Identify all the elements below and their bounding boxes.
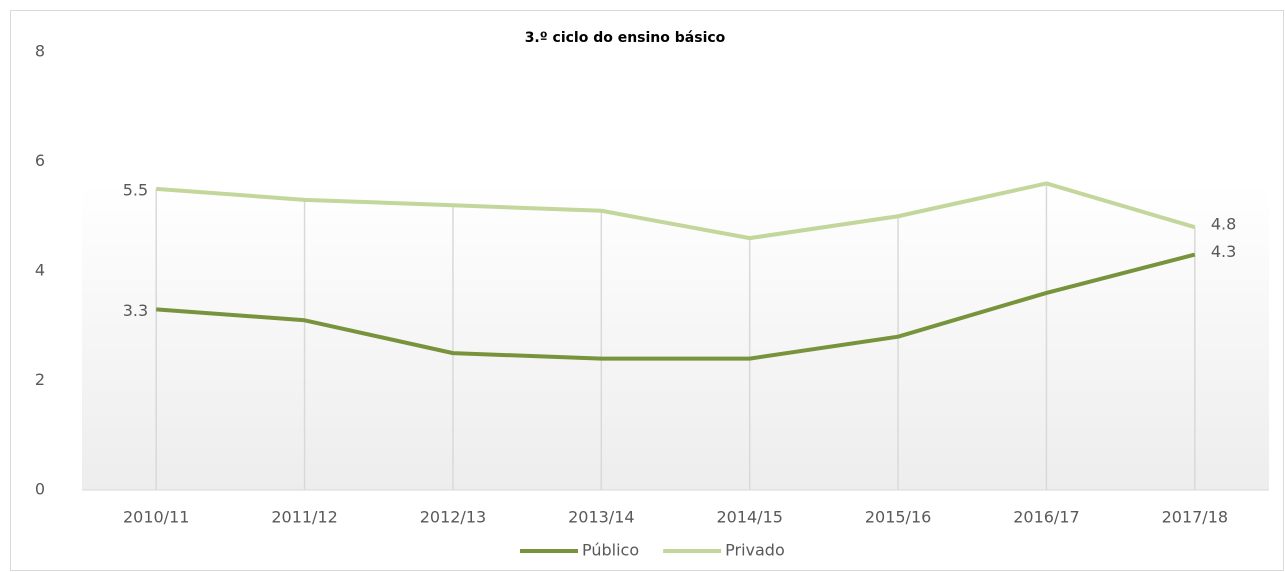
data-label: 3.3 <box>123 301 148 320</box>
x-tick-label: 2013/14 <box>568 508 634 527</box>
plot-area <box>82 52 1269 490</box>
data-label: 4.8 <box>1211 215 1236 234</box>
y-tick-label: 6 <box>35 151 45 170</box>
x-tick-label: 2011/12 <box>271 508 337 527</box>
x-tick-label: 2010/11 <box>123 508 189 527</box>
y-tick-label: 2 <box>35 370 45 389</box>
x-tick-label: 2015/16 <box>865 508 931 527</box>
chart-title: 3.º ciclo do ensino básico <box>525 30 726 46</box>
series-line <box>156 181 1196 241</box>
x-tick-label: 2014/15 <box>716 508 782 527</box>
x-tick-label: 2012/13 <box>420 508 486 527</box>
x-tick-label: 2016/17 <box>1013 508 1079 527</box>
legend-label: Privado <box>725 541 785 560</box>
data-label: 4.3 <box>1211 242 1236 261</box>
y-tick-label: 8 <box>35 42 45 61</box>
y-tick-label: 4 <box>35 261 45 280</box>
series-line <box>156 252 1196 361</box>
x-tick-label: 2017/18 <box>1162 508 1228 527</box>
y-tick-label: 0 <box>35 480 45 499</box>
data-label: 5.5 <box>123 180 148 199</box>
legend-label: Público <box>582 541 639 560</box>
